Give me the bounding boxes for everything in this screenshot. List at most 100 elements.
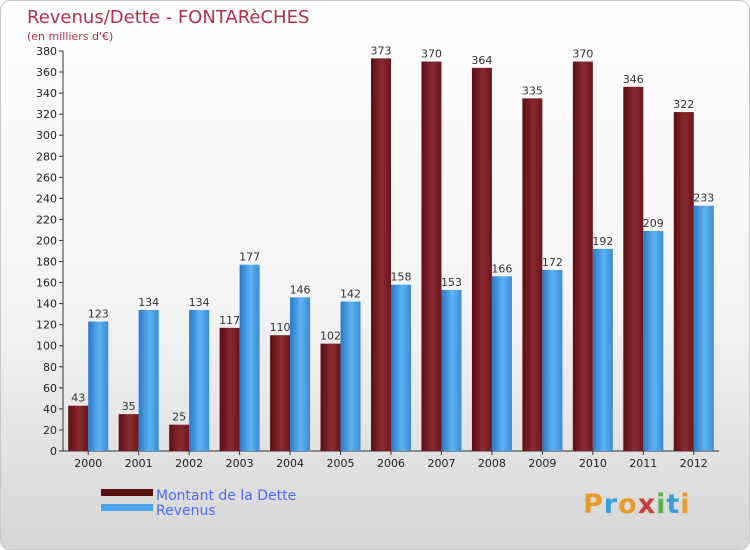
y-tick-label: 360 xyxy=(36,66,57,79)
debt-value-label: 335 xyxy=(522,84,543,97)
legend-label-revenue: Revenus xyxy=(156,503,216,519)
legend-swatch-debt xyxy=(101,489,153,496)
debt-bar xyxy=(118,414,139,451)
debt-value-label: 322 xyxy=(673,98,694,111)
debt-value-label: 346 xyxy=(623,73,644,86)
revenue-bar xyxy=(239,264,260,451)
y-tick-label: 340 xyxy=(36,87,57,100)
proxiti-logo: Proxiti xyxy=(583,489,691,520)
logo-letter: t xyxy=(666,489,681,520)
y-tick-label: 240 xyxy=(36,192,57,205)
x-tick-label: 2002 xyxy=(175,457,203,470)
y-tick-label: 260 xyxy=(36,171,57,184)
revenue-value-label: 166 xyxy=(491,262,512,275)
y-tick-label: 120 xyxy=(36,319,57,332)
debt-bar xyxy=(471,67,492,451)
y-tick-label: 0 xyxy=(50,445,57,458)
debt-value-label: 25 xyxy=(172,411,186,424)
revenue-bar xyxy=(491,276,512,451)
y-tick-label: 200 xyxy=(36,234,57,247)
revenue-bar xyxy=(290,297,311,451)
y-tick-label: 300 xyxy=(36,129,57,142)
legend-swatch-revenue xyxy=(101,504,153,511)
y-tick-label: 100 xyxy=(36,340,57,353)
revenue-bar xyxy=(189,309,210,451)
x-tick-label: 2001 xyxy=(125,457,153,470)
revenue-bar xyxy=(391,284,411,451)
debt-bar xyxy=(219,327,240,451)
debt-bar xyxy=(270,335,291,451)
revenue-value-label: 146 xyxy=(290,283,311,296)
debt-bar xyxy=(320,343,341,451)
debt-bar xyxy=(169,424,190,451)
debt-value-label: 364 xyxy=(471,54,492,67)
y-tick-label: 180 xyxy=(36,256,57,269)
logo-letter: r xyxy=(603,489,619,520)
y-tick-label: 280 xyxy=(36,150,57,163)
revenue-value-label: 192 xyxy=(592,235,613,248)
revenue-value-label: 172 xyxy=(542,256,563,269)
x-tick-label: 2011 xyxy=(629,457,657,470)
debt-value-label: 373 xyxy=(371,44,392,57)
y-tick-label: 20 xyxy=(43,424,57,437)
revenue-value-label: 209 xyxy=(643,217,664,230)
y-tick-label: 320 xyxy=(36,108,57,121)
x-tick-label: 2000 xyxy=(74,457,102,470)
x-tick-label: 2012 xyxy=(680,457,708,470)
revenue-bar xyxy=(138,309,159,451)
revenue-value-label: 177 xyxy=(239,251,260,264)
x-tick-label: 2007 xyxy=(427,457,455,470)
debt-bar xyxy=(623,86,644,451)
debt-bar xyxy=(371,58,391,452)
debt-value-label: 102 xyxy=(320,330,341,343)
debt-bar xyxy=(522,98,543,452)
revenue-value-label: 123 xyxy=(88,308,109,321)
x-tick-label: 2009 xyxy=(528,457,556,470)
debt-value-label: 370 xyxy=(572,48,593,61)
revenue-value-label: 158 xyxy=(391,271,412,284)
x-tick-label: 2008 xyxy=(478,457,506,470)
debt-bar xyxy=(572,61,593,452)
x-tick-label: 2005 xyxy=(327,457,355,470)
chart-subtitle: (en milliers d'€) xyxy=(27,30,113,43)
y-tick-label: 380 xyxy=(36,45,57,58)
x-tick-label: 2003 xyxy=(226,457,254,470)
revenue-value-label: 142 xyxy=(340,288,361,301)
y-tick-label: 160 xyxy=(36,277,57,290)
debt-value-label: 43 xyxy=(71,392,85,405)
chart-title: Revenus/Dette - FONTARèCHES xyxy=(27,7,309,28)
logo-letter: i xyxy=(680,489,691,520)
debt-value-label: 35 xyxy=(122,400,136,413)
logo-letter: o xyxy=(618,489,638,520)
x-tick-label: 2006 xyxy=(377,457,405,470)
bars: 43 123 35 134 25 134 117 177 110 146 102 142 373 158 3… xyxy=(68,44,714,452)
revenue-value-label: 233 xyxy=(693,192,714,205)
y-tick-label: 40 xyxy=(43,403,57,416)
axes: 0 20 40 60 80 100 120 140 160 180 200 220 240 260 280 3… xyxy=(36,45,719,470)
y-tick-label: 80 xyxy=(43,361,57,374)
revenue-value-label: 153 xyxy=(441,276,462,289)
revenue-bar xyxy=(592,248,613,451)
revenue-bar xyxy=(441,289,462,451)
y-tick-label: 60 xyxy=(43,382,57,395)
debt-value-label: 370 xyxy=(421,48,442,61)
logo-letter: P xyxy=(583,489,604,520)
revenue-value-label: 134 xyxy=(138,296,159,309)
revenue-bar xyxy=(693,205,714,451)
debt-bar xyxy=(68,405,89,451)
legend-label-debt: Montant de la Dette xyxy=(156,488,296,504)
y-tick-label: 140 xyxy=(36,298,57,311)
revenue-bar xyxy=(88,321,109,451)
debt-value-label: 117 xyxy=(219,314,240,327)
x-tick-label: 2004 xyxy=(276,457,304,470)
logo-letter: x xyxy=(637,489,657,520)
revenue-value-label: 134 xyxy=(189,296,210,309)
logo-letter: i xyxy=(656,489,667,520)
debt-bar xyxy=(421,61,442,452)
revenue-bar xyxy=(542,269,563,451)
revenue-bar xyxy=(643,231,664,451)
debt-value-label: 110 xyxy=(270,321,291,334)
